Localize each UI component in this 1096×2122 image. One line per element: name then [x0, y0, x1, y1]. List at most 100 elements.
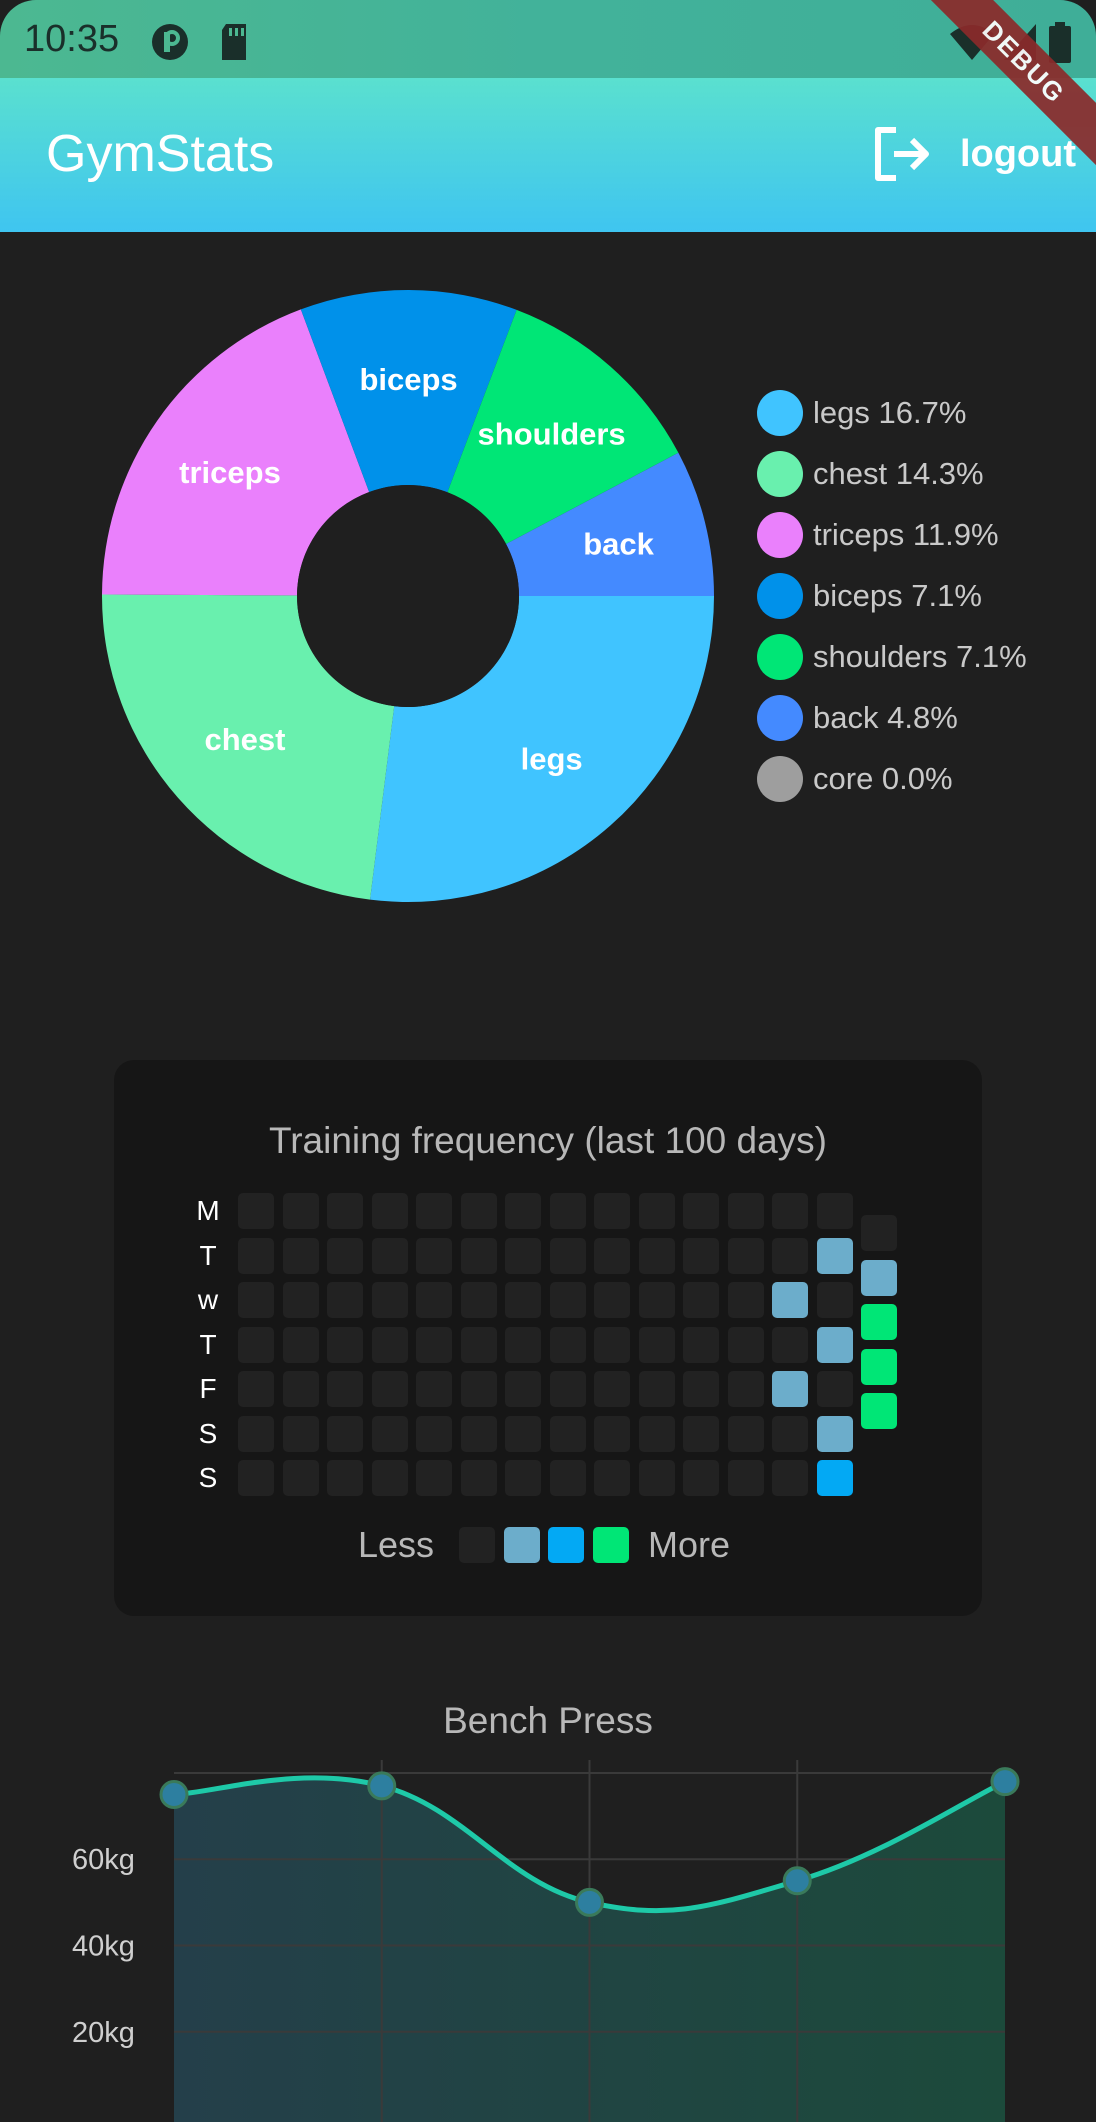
- heatmap-cell[interactable]: [727, 1326, 764, 1363]
- heatmap-cell[interactable]: [816, 1371, 853, 1407]
- heatmap-cell[interactable]: [638, 1237, 675, 1274]
- heatmap-cell[interactable]: [505, 1237, 541, 1274]
- pie-slice-triceps[interactable]: [102, 309, 370, 596]
- heatmap-cell[interactable]: [505, 1282, 541, 1318]
- heatmap-cell[interactable]: [549, 1415, 586, 1452]
- heatmap-cell[interactable]: [505, 1326, 541, 1363]
- heatmap-cell[interactable]: [638, 1415, 675, 1452]
- heatmap-cell[interactable]: [371, 1326, 408, 1363]
- heatmap-cell[interactable]: [861, 1393, 897, 1429]
- heatmap-cell[interactable]: [416, 1326, 452, 1363]
- heatmap-cell[interactable]: [327, 1282, 363, 1318]
- heatmap-cell[interactable]: [282, 1237, 319, 1274]
- pie-slice-legs[interactable]: [370, 596, 714, 902]
- heatmap-cell[interactable]: [727, 1193, 764, 1229]
- heatmap-cell[interactable]: [727, 1415, 764, 1452]
- heatmap-cell[interactable]: [238, 1460, 274, 1496]
- heatmap-cell[interactable]: [460, 1237, 497, 1274]
- pie-slice-biceps[interactable]: [300, 290, 517, 493]
- heatmap-cell[interactable]: [772, 1193, 808, 1229]
- heatmap-cell[interactable]: [816, 1415, 853, 1452]
- heatmap-cell[interactable]: [683, 1460, 719, 1496]
- heatmap-cell[interactable]: [460, 1326, 497, 1363]
- heatmap-cell[interactable]: [638, 1460, 675, 1496]
- heatmap-cell[interactable]: [238, 1282, 274, 1318]
- heatmap-cell[interactable]: [460, 1371, 497, 1407]
- heatmap-cell[interactable]: [772, 1326, 808, 1363]
- heatmap-cell[interactable]: [549, 1371, 586, 1407]
- heatmap-cell[interactable]: [861, 1215, 897, 1251]
- heatmap-cell[interactable]: [772, 1282, 808, 1318]
- heatmap-cell[interactable]: [238, 1371, 274, 1407]
- heatmap-cell[interactable]: [861, 1259, 897, 1296]
- heatmap-cell[interactable]: [549, 1193, 586, 1229]
- heatmap-cell[interactable]: [371, 1193, 408, 1229]
- heatmap-cell[interactable]: [238, 1193, 274, 1229]
- pie-slice-chest[interactable]: [101, 594, 395, 900]
- heatmap-cell[interactable]: [683, 1415, 719, 1452]
- heatmap-cell[interactable]: [282, 1460, 319, 1496]
- heatmap-cell[interactable]: [460, 1282, 497, 1318]
- heatmap-cell[interactable]: [594, 1460, 630, 1496]
- heatmap-cell[interactable]: [460, 1460, 497, 1496]
- heatmap-cell[interactable]: [505, 1415, 541, 1452]
- heatmap-cell[interactable]: [816, 1326, 853, 1363]
- heatmap-cell[interactable]: [505, 1460, 541, 1496]
- heatmap-cell[interactable]: [371, 1282, 408, 1318]
- heatmap-cell[interactable]: [638, 1326, 675, 1363]
- heatmap-cell[interactable]: [772, 1415, 808, 1452]
- heatmap-cell[interactable]: [416, 1237, 452, 1274]
- heatmap-cell[interactable]: [371, 1237, 408, 1274]
- heatmap-cell[interactable]: [727, 1282, 764, 1318]
- heatmap-cell[interactable]: [327, 1237, 363, 1274]
- heatmap-cell[interactable]: [683, 1326, 719, 1363]
- heatmap-cell[interactable]: [594, 1415, 630, 1452]
- heatmap-cell[interactable]: [816, 1193, 853, 1229]
- logout-button[interactable]: logout: [872, 122, 1076, 186]
- heatmap-cell[interactable]: [727, 1237, 764, 1274]
- heatmap-cell[interactable]: [327, 1460, 363, 1496]
- heatmap-cell[interactable]: [549, 1460, 586, 1496]
- heatmap-cell[interactable]: [371, 1371, 408, 1407]
- heatmap-cell[interactable]: [549, 1282, 586, 1318]
- heatmap-cell[interactable]: [327, 1193, 363, 1229]
- heatmap-cell[interactable]: [416, 1460, 452, 1496]
- line-data-point[interactable]: [159, 1780, 189, 1810]
- heatmap-cell[interactable]: [594, 1282, 630, 1318]
- heatmap-cell[interactable]: [282, 1282, 319, 1318]
- heatmap-cell[interactable]: [861, 1304, 897, 1340]
- line-data-point[interactable]: [782, 1866, 812, 1896]
- heatmap-cell[interactable]: [772, 1371, 808, 1407]
- heatmap-cell[interactable]: [505, 1193, 541, 1229]
- heatmap-cell[interactable]: [683, 1282, 719, 1318]
- heatmap-cell[interactable]: [594, 1237, 630, 1274]
- heatmap-cell[interactable]: [416, 1282, 452, 1318]
- heatmap-cell[interactable]: [638, 1193, 675, 1229]
- heatmap-cell[interactable]: [727, 1460, 764, 1496]
- heatmap-cell[interactable]: [327, 1326, 363, 1363]
- heatmap-cell[interactable]: [282, 1326, 319, 1363]
- pie-slice-shoulders[interactable]: [447, 309, 679, 545]
- heatmap-cell[interactable]: [683, 1371, 719, 1407]
- heatmap-cell[interactable]: [727, 1371, 764, 1407]
- heatmap-cell[interactable]: [505, 1371, 541, 1407]
- heatmap-cell[interactable]: [683, 1193, 719, 1229]
- heatmap-cell[interactable]: [282, 1415, 319, 1452]
- heatmap-cell[interactable]: [238, 1237, 274, 1274]
- heatmap-cell[interactable]: [238, 1415, 274, 1452]
- heatmap-cell[interactable]: [816, 1237, 853, 1274]
- heatmap-cell[interactable]: [238, 1326, 274, 1363]
- heatmap-cell[interactable]: [816, 1282, 853, 1318]
- heatmap-cell[interactable]: [638, 1371, 675, 1407]
- line-data-point[interactable]: [575, 1887, 604, 1917]
- heatmap-cell[interactable]: [460, 1193, 497, 1229]
- line-data-point[interactable]: [367, 1771, 397, 1801]
- heatmap-cell[interactable]: [327, 1371, 363, 1407]
- line-data-point[interactable]: [990, 1767, 1020, 1797]
- heatmap-cell[interactable]: [594, 1193, 630, 1229]
- heatmap-cell[interactable]: [549, 1326, 586, 1363]
- heatmap-cell[interactable]: [371, 1460, 408, 1496]
- heatmap-cell[interactable]: [416, 1193, 452, 1229]
- heatmap-cell[interactable]: [416, 1371, 452, 1407]
- heatmap-cell[interactable]: [861, 1348, 897, 1385]
